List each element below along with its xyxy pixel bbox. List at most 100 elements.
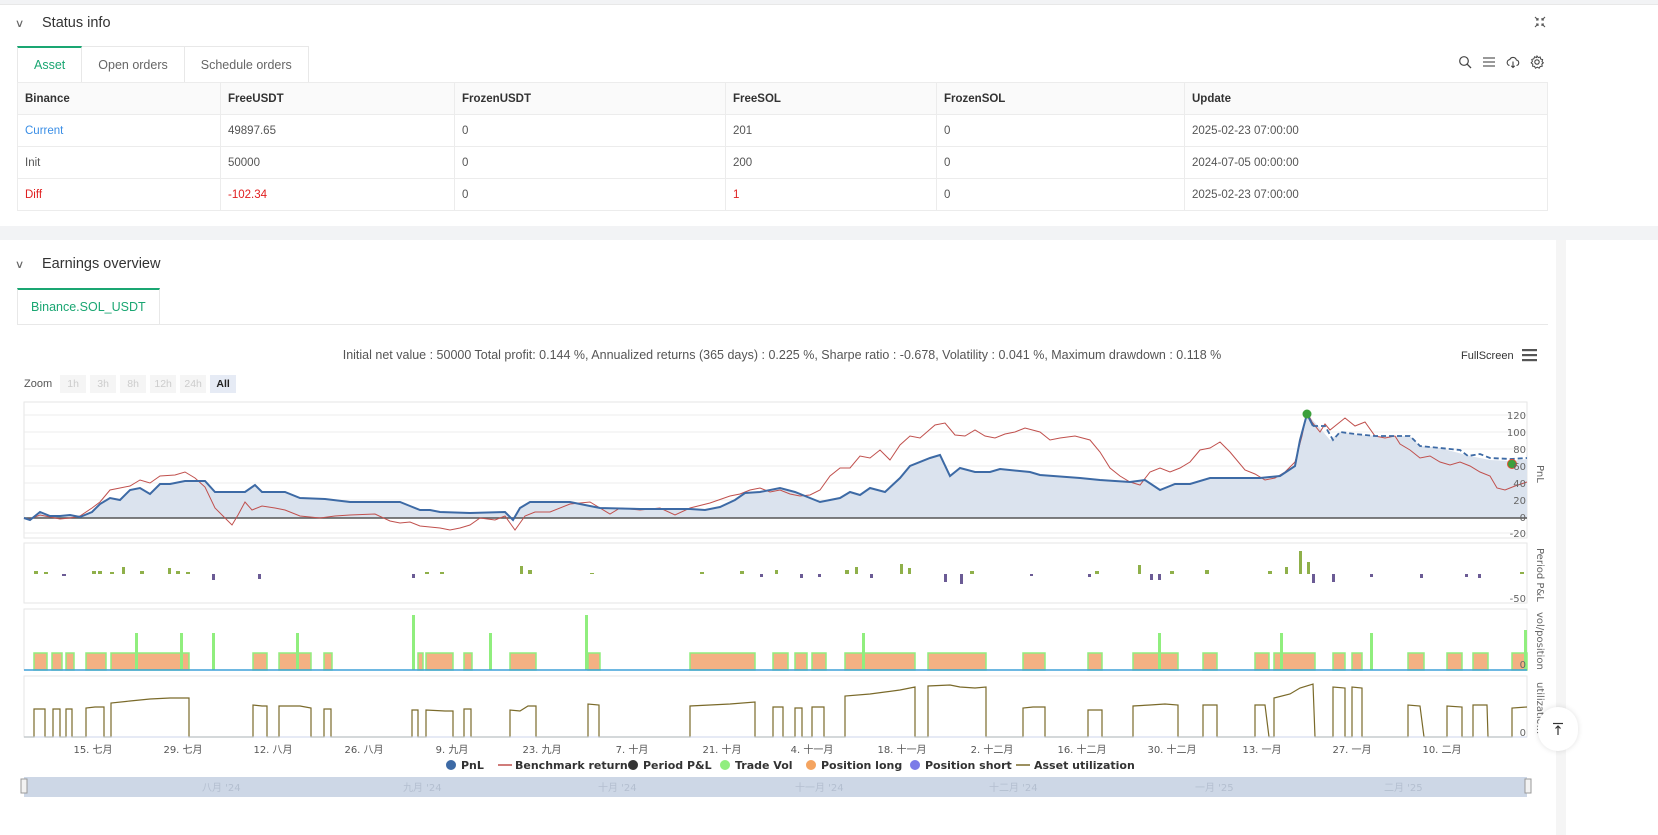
divider [17, 324, 1548, 325]
list-icon[interactable] [1482, 55, 1496, 69]
svg-text:十月 '24: 十月 '24 [598, 781, 637, 794]
page-scrollbar-track[interactable] [1556, 240, 1566, 835]
svg-text:Benchmark return: Benchmark return [515, 759, 628, 772]
status-tabs: Asset Open orders Schedule orders [17, 46, 309, 82]
asset-utilization-line [24, 683, 1528, 738]
table-toolbar [1458, 54, 1546, 69]
cell-frozen-sol: 0 [936, 146, 1185, 179]
zoom-label: Zoom [24, 378, 53, 390]
svg-text:Trade Vol: Trade Vol [735, 759, 793, 772]
cell-free-usdt: 49897.65 [220, 114, 455, 147]
tab-binance-sol-usdt[interactable]: Binance.SOL_USDT [17, 288, 160, 324]
navigator-left-handle[interactable] [20, 778, 28, 794]
row-label-init: Init [17, 146, 221, 179]
zoom-all-button[interactable]: All [210, 375, 237, 393]
utilization-axis-title: utilizatio... [1534, 682, 1545, 734]
legend-item-trade-vol[interactable]: Trade Vol [720, 759, 793, 772]
cell-free-sol: 201 [725, 114, 937, 147]
svg-text:PnL: PnL [461, 759, 484, 772]
pnl-y-axis: 120 100 80 60 40 20 0 -20 [1507, 411, 1526, 540]
legend-item-position-short[interactable]: Position short [910, 759, 1012, 772]
vol-position-y-tick: 0 [1520, 660, 1526, 671]
tab-open-orders[interactable]: Open orders [82, 46, 185, 82]
x-tick: 18. 十一月 [877, 743, 926, 756]
zoom-8h-button[interactable]: 8h [120, 375, 147, 393]
tab-asset[interactable]: Asset [17, 46, 83, 82]
x-tick: 29. 七月 [163, 744, 202, 756]
svg-text:十一月 '24: 十一月 '24 [795, 781, 844, 794]
navigator-right-handle[interactable] [1524, 778, 1532, 794]
cell-frozen-sol: 0 [936, 178, 1185, 211]
column-header: Binance [17, 82, 221, 115]
row-label-current[interactable]: Current [17, 114, 221, 147]
cell-frozen-sol: 0 [936, 114, 1185, 147]
period-pnl-panel: -50 Period P&L [23, 542, 1545, 605]
zoom-3h-button[interactable]: 3h [90, 375, 117, 393]
column-header: FrozenUSDT [454, 82, 726, 115]
chevron-down-icon[interactable]: ∨ [14, 258, 25, 271]
x-tick: 16. 十二月 [1057, 743, 1106, 756]
period-pnl-y-tick: -50 [1510, 594, 1526, 605]
current-marker-icon[interactable] [1507, 459, 1517, 469]
period-pnl-axis-title: Period P&L [1534, 548, 1545, 602]
svg-text:一月 '25: 一月 '25 [1195, 782, 1234, 794]
gear-icon[interactable] [1530, 54, 1545, 69]
x-axis: 15. 七月 29. 七月 12. 八月 26. 八月 9. 九月 23. 九月… [24, 736, 1527, 756]
cell-free-sol: 200 [725, 146, 937, 179]
fullscreen-button[interactable]: FullScreen [1461, 350, 1514, 362]
zoom-12h-button[interactable]: 12h [150, 375, 177, 393]
max-marker-icon[interactable] [1302, 409, 1312, 419]
svg-text:100: 100 [1507, 428, 1526, 439]
legend-item-benchmark[interactable]: Benchmark return [498, 759, 628, 772]
legend-item-position-long[interactable]: Position long [806, 759, 902, 772]
status-info-panel: ∨ Status info Asset Open orders Schedule… [0, 4, 1658, 226]
svg-text:20: 20 [1513, 496, 1526, 507]
symbol-tabs: Binance.SOL_USDT [17, 288, 160, 324]
legend-item-asset-utilization[interactable]: Asset utilization [1016, 759, 1135, 772]
svg-text:Asset utilization: Asset utilization [1034, 759, 1135, 772]
chart-menu-icon[interactable] [1522, 348, 1537, 362]
tab-schedule-orders[interactable]: Schedule orders [184, 46, 309, 82]
svg-text:80: 80 [1513, 445, 1526, 456]
earnings-chart[interactable]: 120 100 80 60 40 20 0 -20 PnL [0, 240, 1558, 835]
status-info-header[interactable]: ∨ Status info [14, 15, 111, 31]
search-icon[interactable] [1458, 55, 1472, 69]
zoom-24h-button[interactable]: 24h [180, 375, 207, 393]
column-header: Update [1184, 82, 1548, 115]
earnings-overview-panel: ∨ Earnings overview Binance.SOL_USDT Ini… [0, 240, 1658, 835]
row-label-diff: Diff [17, 178, 221, 211]
svg-text:十二月 '24: 十二月 '24 [989, 781, 1038, 794]
table-row: Init 50000 0 200 0 2024-07-05 00:00:00 [17, 146, 1548, 179]
cell-frozen-usdt: 0 [454, 178, 726, 211]
pnl-axis-title: PnL [1534, 465, 1545, 483]
x-tick: 15. 七月 [73, 744, 112, 756]
svg-text:60: 60 [1513, 462, 1526, 473]
pnl-projection-line [1313, 425, 1528, 460]
legend-item-period-pnl[interactable]: Period P&L [628, 759, 712, 772]
status-info-title: Status info [42, 15, 111, 31]
svg-text:Position short: Position short [925, 759, 1012, 772]
cell-free-sol: 1 [725, 178, 937, 211]
navigator[interactable]: 八月 '24 九月 '24 十月 '24 十一月 '24 十二月 '24 一月 '25 二… [20, 777, 1532, 797]
legend-item-pnl[interactable]: PnL [446, 759, 484, 772]
cell-free-usdt: -102.34 [220, 178, 455, 211]
pnl-area [24, 414, 1527, 520]
vol-position-axis-title: vol/position [1534, 612, 1545, 670]
x-tick: 26. 八月 [344, 744, 383, 756]
svg-text:40: 40 [1513, 479, 1526, 490]
cloud-download-icon[interactable] [1506, 55, 1520, 69]
cell-update: 2024-07-05 00:00:00 [1184, 146, 1548, 179]
collapse-fullscreen-icon[interactable] [1534, 15, 1546, 28]
zoom-1h-button[interactable]: 1h [60, 375, 87, 393]
x-tick: 12. 八月 [253, 744, 292, 756]
table-header-row: Binance FreeUSDT FrozenUSDT FreeSOL Froz… [17, 82, 1548, 115]
cell-frozen-usdt: 0 [454, 114, 726, 147]
cell-frozen-usdt: 0 [454, 146, 726, 179]
svg-text:二月 '25: 二月 '25 [1384, 782, 1423, 794]
chevron-down-icon[interactable]: ∨ [14, 17, 25, 30]
earnings-overview-header[interactable]: ∨ Earnings overview [14, 256, 161, 272]
asset-utilization-panel: 0 utilizatio... [23, 675, 1545, 739]
column-header: FreeSOL [725, 82, 937, 115]
scroll-to-top-button[interactable] [1538, 707, 1578, 751]
x-tick: 7. 十月 [616, 743, 649, 756]
